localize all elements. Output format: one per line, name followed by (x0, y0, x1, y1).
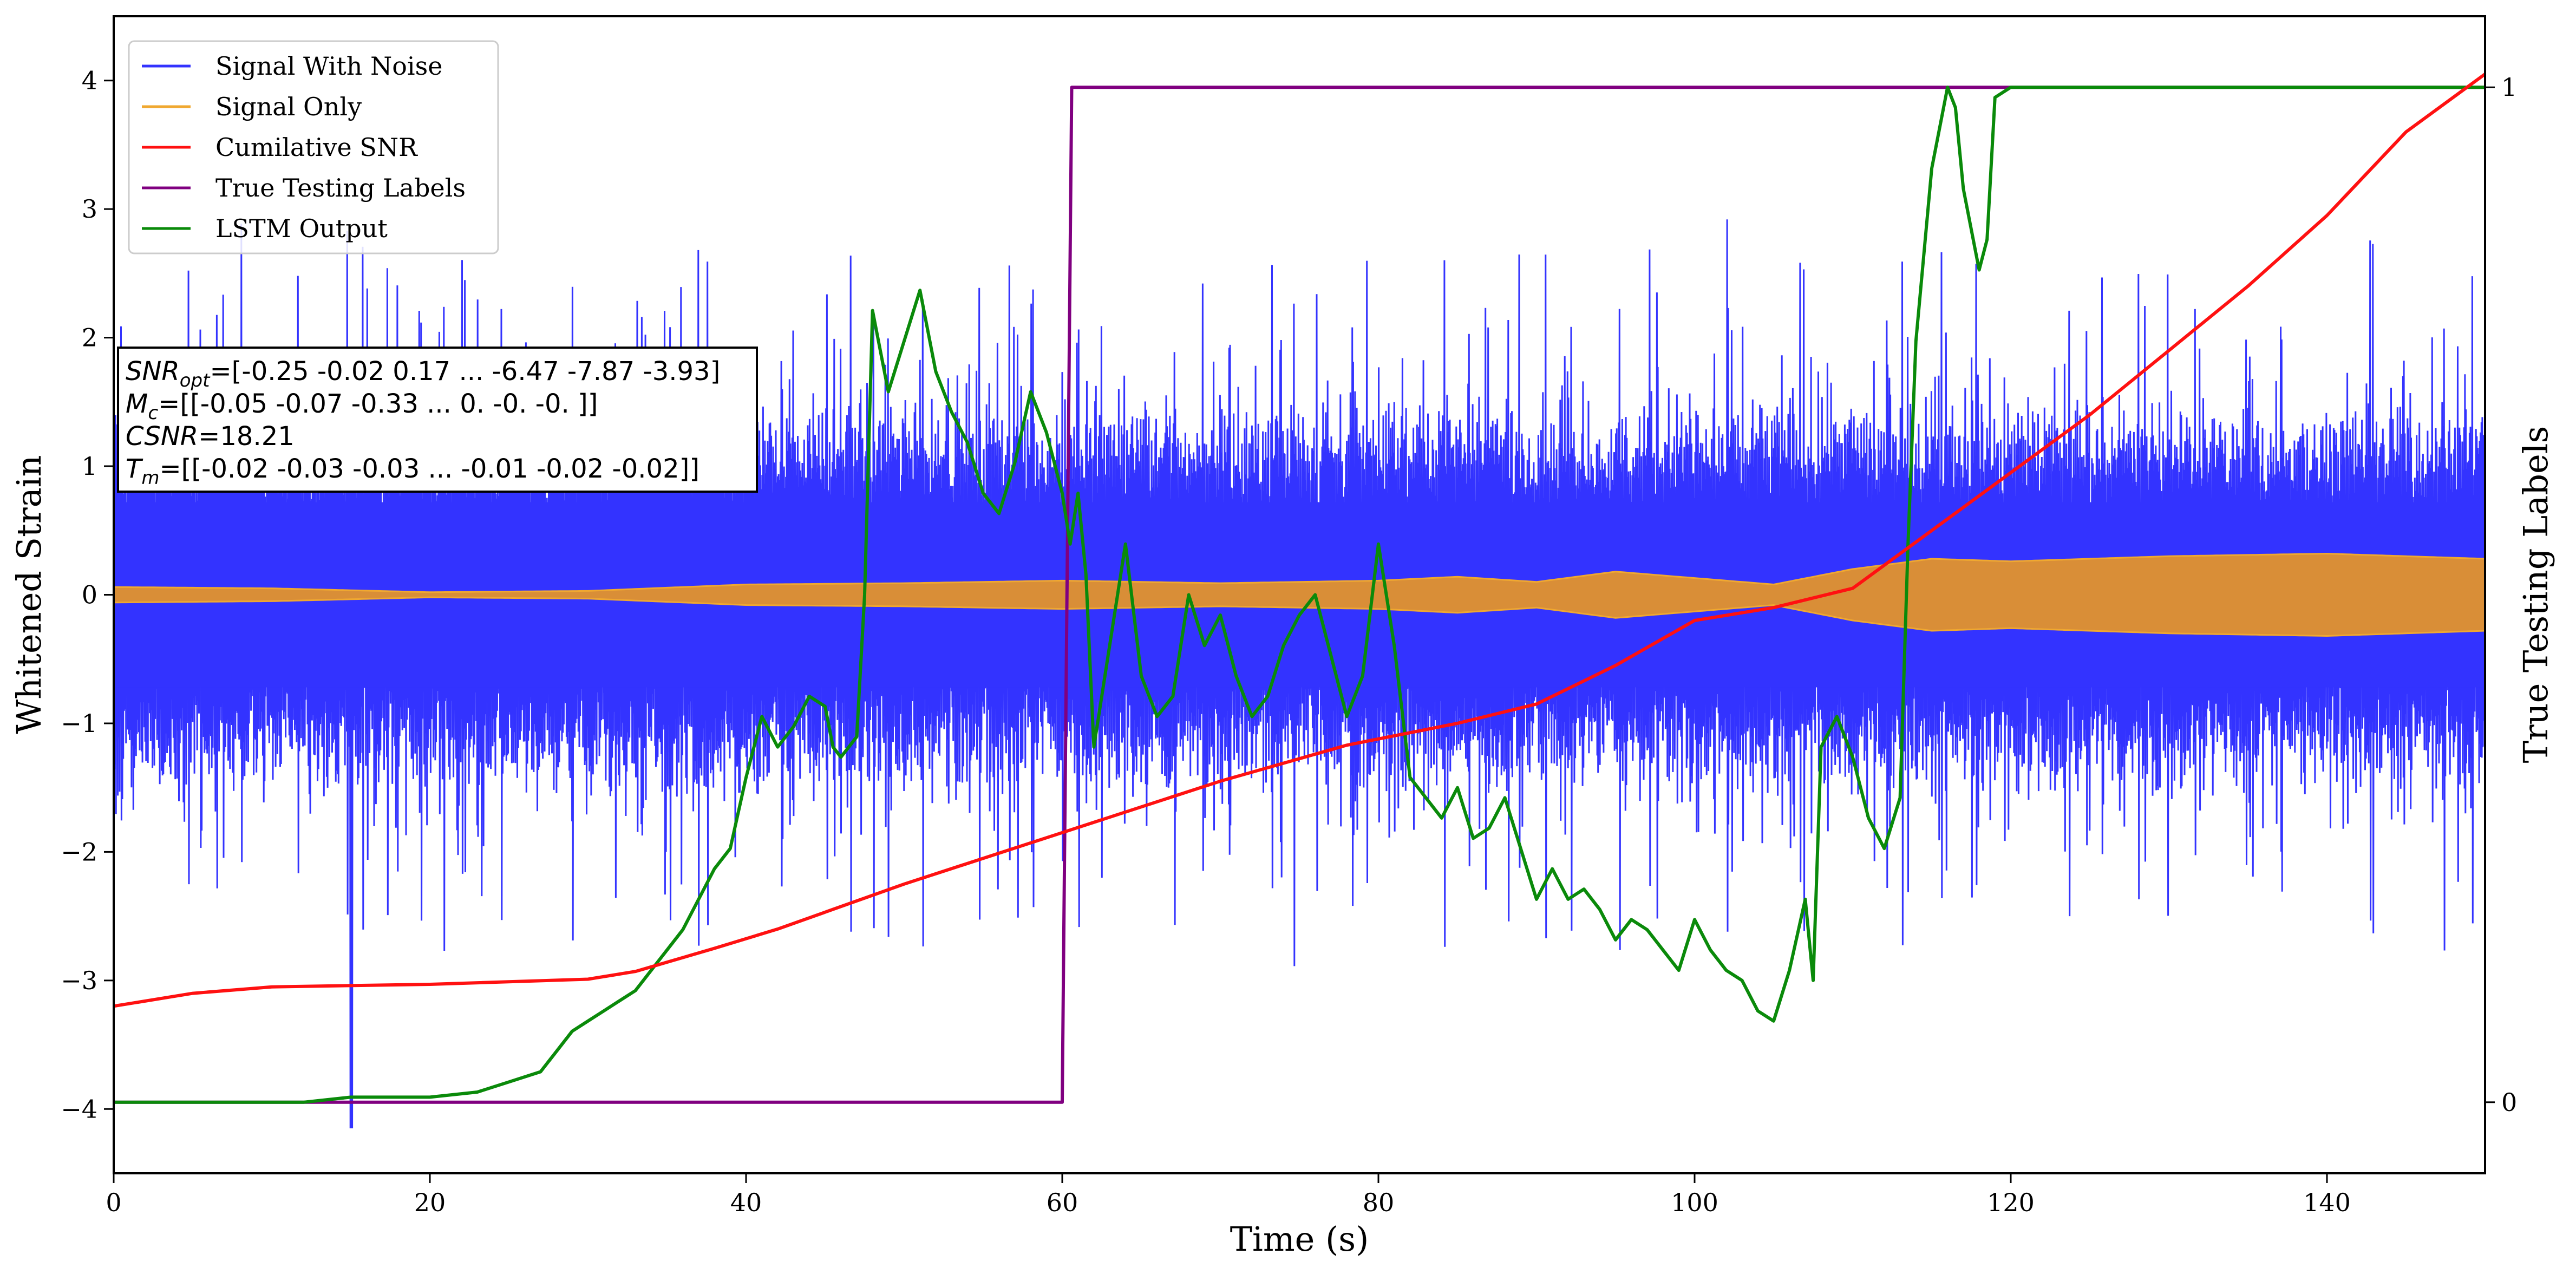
y-tick-label: 2 (82, 323, 97, 352)
y-axis-left: −4 −3 −2 −1 0 1 2 3 4 (61, 66, 114, 1123)
x-tick-label: 120 (1987, 1188, 2035, 1217)
legend-label: Signal With Noise (215, 51, 442, 81)
annotation-mc: Mc=[[-0.05 -0.07 -0.33 ... 0. -0. -0. ]] (126, 389, 598, 424)
x-axis: 0 20 40 60 80 100 120 140 (106, 1173, 2351, 1217)
x-tick-label: 40 (730, 1188, 762, 1217)
y-axis-right: 01 (2485, 73, 2517, 1117)
annotation-snr-opt: SNRopt=[-0.25 -0.02 0.17 ... -6.47 -7.87… (126, 356, 720, 391)
legend-entry-lstm-output: LSTM Output (142, 214, 388, 243)
legend: Signal With Noise Signal Only Cumilative… (128, 40, 499, 254)
series-true-testing-labels (114, 86, 2485, 1104)
legend-entry-signal-only: Signal Only (142, 92, 362, 121)
y-tick-label: 1 (82, 452, 97, 481)
x-tick-label: 60 (1047, 1188, 1078, 1217)
x-tick-label: 20 (414, 1188, 446, 1217)
x-tick-label: 100 (1671, 1188, 1718, 1217)
legend-label: Cumilative SNR (215, 133, 418, 162)
series-cumilative-snr (114, 73, 2485, 1008)
legend-box (128, 40, 499, 254)
x-tick-label: 140 (2303, 1188, 2351, 1217)
legend-label: Signal Only (215, 92, 362, 121)
legend-entry-true-testing-labels: True Testing Labels (142, 173, 466, 202)
legend-label: True Testing Labels (215, 173, 466, 202)
x-axis-title: Time (s) (1230, 1219, 1369, 1259)
signal-only-band (114, 552, 2485, 637)
legend-label: LSTM Output (215, 214, 388, 243)
y2-tick-label: 0 (2501, 1088, 2517, 1117)
annotation-box: SNRopt=[-0.25 -0.02 0.17 ... -6.47 -7.87… (117, 347, 758, 493)
annotation-tm: Tm=[[-0.02 -0.03 -0.03 ... -0.01 -0.02 -… (126, 454, 699, 489)
y-tick-label: −2 (61, 837, 97, 866)
legend-entry-cumilative-snr: Cumilative SNR (142, 133, 418, 162)
annotation-frame (117, 347, 758, 493)
y-tick-label: 4 (82, 66, 97, 95)
y-tick-label: 3 (82, 194, 97, 224)
series-lstm-output (114, 86, 2485, 1104)
y-axis-title: Whitened Strain (9, 455, 49, 734)
x-tick-label: 0 (106, 1188, 121, 1217)
y-tick-label: −3 (61, 966, 97, 995)
series-signal-only (114, 552, 2485, 637)
y-tick-label: 0 (82, 580, 97, 610)
y2-tick-label: 1 (2501, 73, 2517, 102)
legend-entry-signal-with-noise: Signal With Noise (142, 51, 442, 81)
y-tick-label: −4 (61, 1094, 97, 1123)
y2-axis-title: True Testing Labels (2516, 426, 2555, 763)
y-tick-label: −1 (61, 709, 97, 738)
annotation-csnr: CSNR=18.21 (126, 421, 295, 452)
x-tick-label: 80 (1363, 1188, 1395, 1217)
